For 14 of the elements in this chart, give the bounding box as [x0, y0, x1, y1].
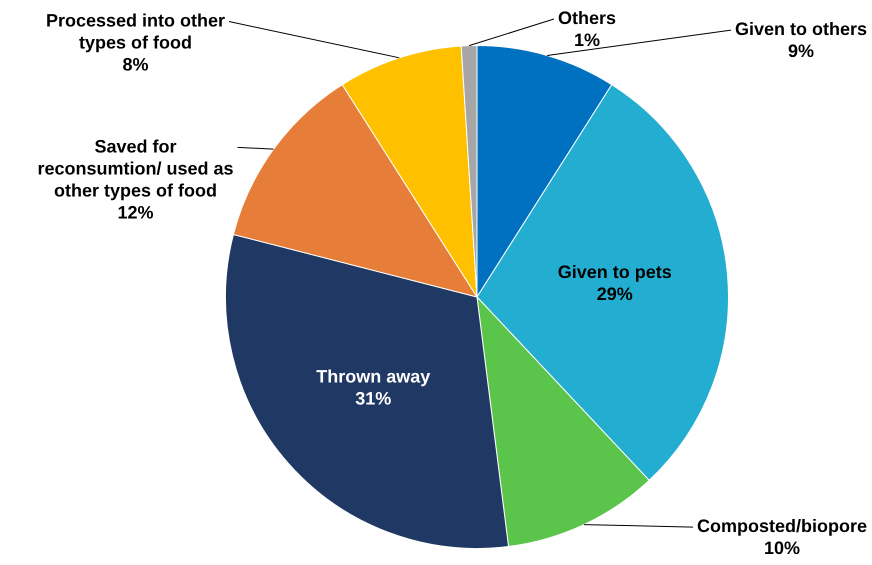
slice-label: Saved for reconsumtion/ used as other types of food	[37, 136, 234, 200]
slice-label: Composted/biopore	[697, 516, 867, 536]
data-label: 31%	[355, 388, 392, 408]
data-label: 9%	[788, 41, 814, 62]
slice-label: Given to pets	[558, 262, 672, 282]
slice-label: Processed into other types of food	[46, 10, 226, 53]
data-label: 29%	[596, 284, 633, 304]
data-label: 12%	[117, 202, 154, 222]
slice-label: Given to others	[734, 19, 868, 40]
data-label: 1%	[574, 30, 600, 50]
slice-label: Others	[558, 8, 616, 28]
data-label: 10%	[764, 538, 800, 558]
data-label: 8%	[122, 54, 149, 75]
slice-label: Thrown away	[316, 366, 430, 386]
